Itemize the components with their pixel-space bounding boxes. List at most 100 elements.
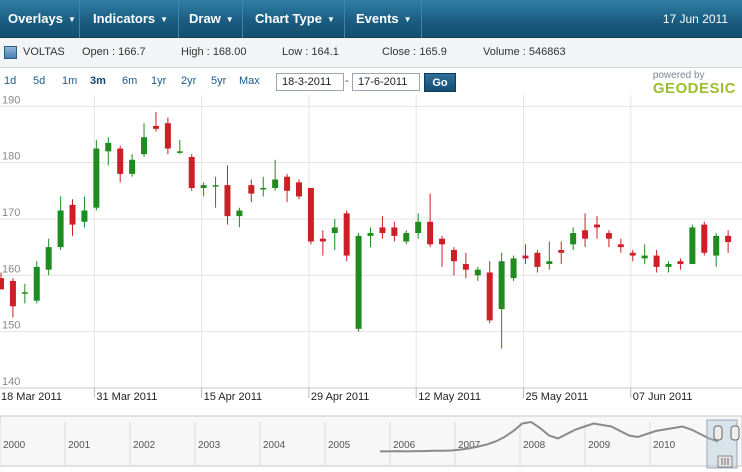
from-date-input[interactable] xyxy=(276,73,344,91)
candle-body xyxy=(510,258,517,279)
candle-up[interactable] xyxy=(81,196,88,228)
candle-up[interactable] xyxy=(129,154,136,177)
candle-up[interactable] xyxy=(415,213,422,239)
candle-body xyxy=(284,176,291,191)
candle-down[interactable] xyxy=(427,193,434,248)
candle-down[interactable] xyxy=(164,117,171,155)
candle-down[interactable] xyxy=(224,165,231,225)
candle-body xyxy=(391,227,398,236)
open-label: Open : xyxy=(82,46,116,58)
candle-down[interactable] xyxy=(0,272,4,290)
candle-down[interactable] xyxy=(307,187,314,245)
candle-up[interactable] xyxy=(176,140,183,155)
price-candlestick-chart[interactable]: 140 150 160 170 180 190 18 Mar 2011 31 Mar 201… xyxy=(0,95,742,409)
candle-up[interactable] xyxy=(236,207,243,228)
candle-up[interactable] xyxy=(367,227,374,248)
close-value: 165.9 xyxy=(419,46,447,58)
volume-value: 546863 xyxy=(528,46,566,58)
draw-menu[interactable]: Draw ▼ xyxy=(181,0,243,38)
candle-up[interactable] xyxy=(665,261,672,273)
x-axis-labels: 18 Mar 2011 31 Mar 2011 15 Apr 2011 29 Apr … xyxy=(1,388,693,403)
candle-up[interactable] xyxy=(355,233,362,332)
candle-up[interactable] xyxy=(272,159,279,191)
candle-up[interactable] xyxy=(141,123,148,157)
candle-body xyxy=(629,252,636,256)
candle-up[interactable] xyxy=(57,196,64,250)
candle-down[interactable] xyxy=(617,238,624,253)
navigator-right-handle[interactable] xyxy=(730,425,740,441)
candle-down[interactable] xyxy=(284,173,291,203)
candle-up[interactable] xyxy=(474,266,481,281)
candle-up[interactable] xyxy=(546,241,553,270)
candle-down[interactable] xyxy=(486,261,493,324)
candle-down[interactable] xyxy=(248,179,255,203)
range-3m[interactable]: 3m xyxy=(90,75,106,87)
range-5d[interactable]: 5d xyxy=(33,75,46,87)
symbol-checkbox[interactable] xyxy=(4,46,17,59)
range-1m[interactable]: 1m xyxy=(62,75,78,87)
candle-up[interactable] xyxy=(570,227,577,250)
range-6m[interactable]: 6m xyxy=(122,75,138,87)
candle-down[interactable] xyxy=(677,258,684,270)
candle-down[interactable] xyxy=(9,278,16,318)
candle-up[interactable] xyxy=(641,244,648,265)
navigator-year-label: 2000 xyxy=(3,440,26,451)
events-menu[interactable]: Events ▼ xyxy=(348,0,422,38)
navigator-left-handle[interactable] xyxy=(713,425,723,441)
quote-bar: VOLTAS Open : 166.7 High : 168.00 Low : … xyxy=(0,38,742,68)
navigator-scroll-grip-icon[interactable] xyxy=(717,455,733,468)
candle-up[interactable] xyxy=(33,261,40,304)
candle-up[interactable] xyxy=(510,255,517,281)
candle-down[interactable] xyxy=(725,230,732,253)
candle-down[interactable] xyxy=(69,199,76,236)
to-date-input[interactable] xyxy=(352,73,420,91)
candle-body xyxy=(129,159,136,174)
candle-up[interactable] xyxy=(331,218,338,250)
range-max[interactable]: Max xyxy=(239,75,260,87)
menu-bar: Overlays ▼ Indicators ▼ Draw ▼ Chart Type ▼ … xyxy=(0,0,742,38)
candle-up[interactable] xyxy=(498,252,505,349)
range-5yr[interactable]: 5yr xyxy=(211,75,227,87)
range-1d[interactable]: 1d xyxy=(4,75,17,87)
y-tick-label: 180 xyxy=(2,151,20,163)
navigator-year-label: 2007 xyxy=(458,440,481,451)
candle-down[interactable] xyxy=(629,249,636,262)
candle-down[interactable] xyxy=(701,221,708,256)
candle-up[interactable] xyxy=(105,137,112,166)
go-button[interactable]: Go xyxy=(424,73,456,92)
candle-down[interactable] xyxy=(582,213,589,248)
candle-down[interactable] xyxy=(188,154,195,191)
candle-up[interactable] xyxy=(212,176,219,208)
candle-up[interactable] xyxy=(21,283,28,304)
candle-down[interactable] xyxy=(296,179,302,200)
candle-down[interactable] xyxy=(522,244,529,265)
candle-body xyxy=(713,235,720,256)
timeline-navigator[interactable]: 2000 2001 2002 2003 2004 2005 2006 2007 2008 2009… xyxy=(0,412,742,470)
overlays-menu[interactable]: Overlays ▼ xyxy=(0,0,80,38)
candle-down[interactable] xyxy=(558,241,565,265)
candle-down[interactable] xyxy=(319,230,326,256)
candle-up[interactable] xyxy=(403,230,410,245)
candle-down[interactable] xyxy=(605,230,612,248)
candle-up[interactable] xyxy=(713,233,720,267)
candle-down[interactable] xyxy=(462,252,469,279)
candle-up[interactable] xyxy=(93,140,100,211)
candle-down[interactable] xyxy=(379,216,386,239)
candle-up[interactable] xyxy=(200,182,207,197)
candle-down[interactable] xyxy=(534,249,541,273)
candle-down[interactable] xyxy=(152,111,159,132)
candle-down[interactable] xyxy=(439,235,446,267)
candle-down[interactable] xyxy=(343,210,350,262)
candle-down[interactable] xyxy=(653,249,660,273)
candle-down[interactable] xyxy=(117,145,124,183)
candle-up[interactable] xyxy=(260,176,267,197)
candle-down[interactable] xyxy=(391,221,398,242)
candle-up[interactable] xyxy=(45,238,52,276)
candle-down[interactable] xyxy=(450,247,457,276)
range-2yr[interactable]: 2yr xyxy=(181,75,197,87)
range-1yr[interactable]: 1yr xyxy=(151,75,167,87)
chart-type-menu[interactable]: Chart Type ▼ xyxy=(247,0,345,38)
indicators-menu[interactable]: Indicators ▼ xyxy=(85,0,179,38)
candle-down[interactable] xyxy=(594,216,600,239)
candle-up[interactable] xyxy=(689,224,696,265)
